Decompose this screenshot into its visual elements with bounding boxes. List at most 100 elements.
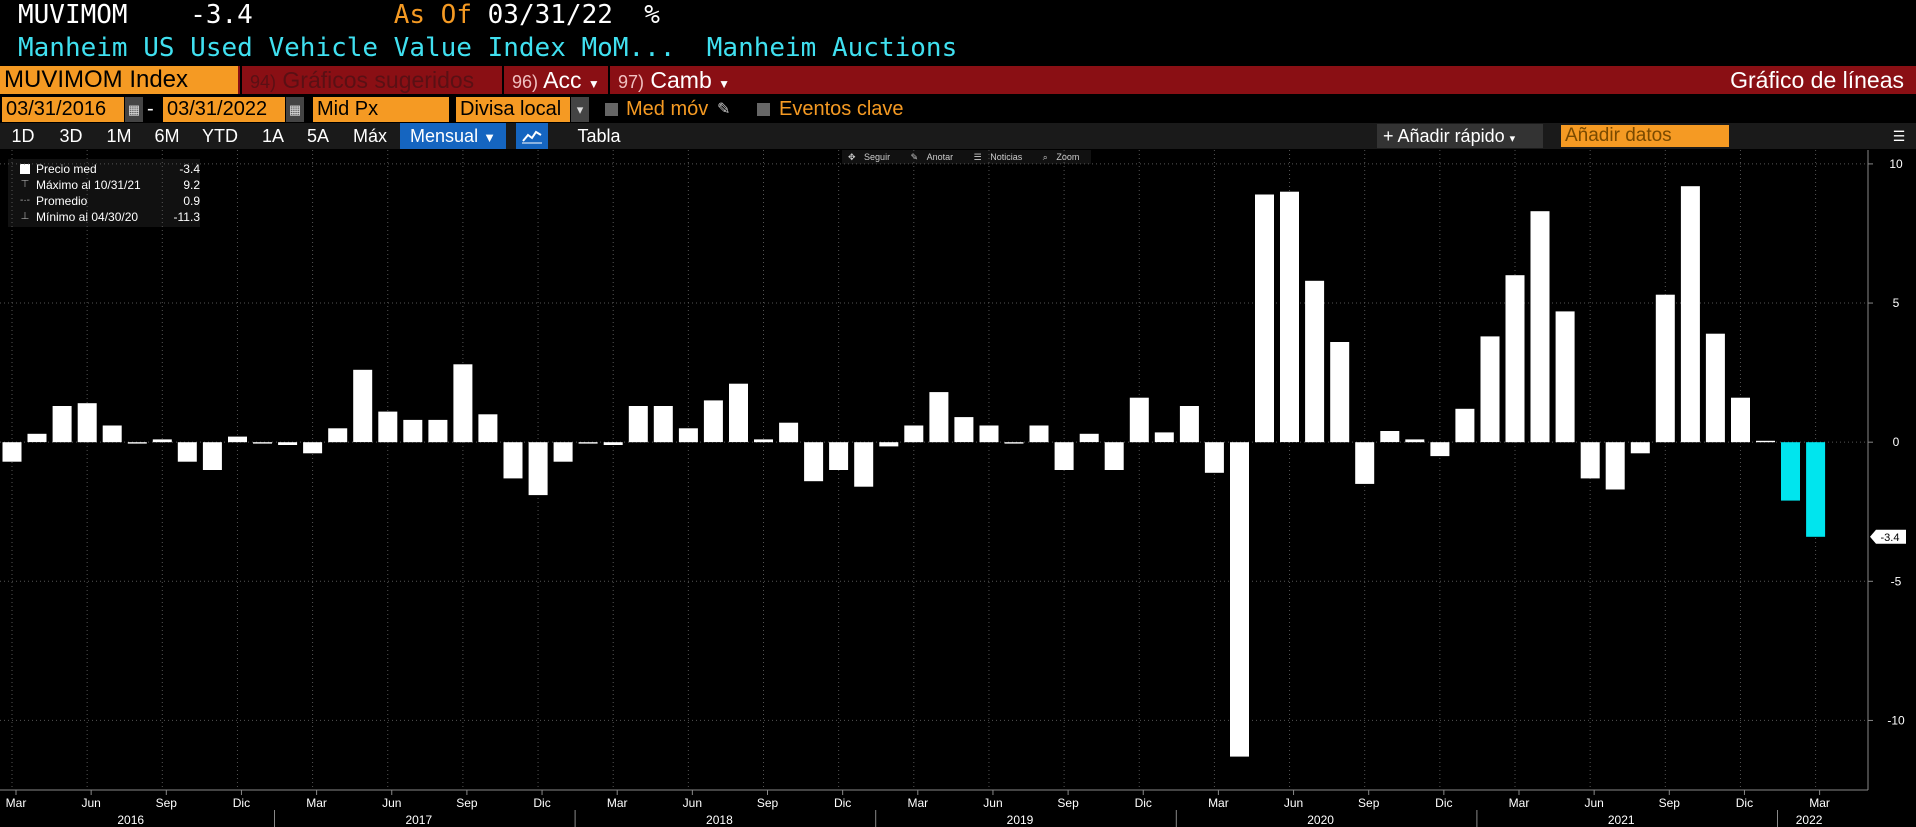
chart-bar: [202, 442, 222, 470]
end-date-field[interactable]: 03/31/2022: [163, 97, 285, 122]
chart-bar: [1355, 442, 1375, 484]
chart-bar: [52, 406, 72, 443]
period-3d[interactable]: 3D: [59, 126, 83, 146]
chevron-down-icon: ▼: [587, 77, 600, 91]
index-description[interactable]: Manheim US Used Vehicle Value Index MoM.…: [18, 33, 676, 63]
x-tick-label: Sep: [1659, 796, 1681, 810]
add-data-input[interactable]: Añadir datos: [1561, 125, 1729, 147]
period-max[interactable]: Máx: [352, 126, 387, 146]
chart-bar: [553, 442, 573, 462]
legend-row-price[interactable]: Precio med -3.4: [8, 161, 200, 177]
period-1m[interactable]: 1M: [106, 126, 132, 146]
calendar-icon[interactable]: ▦: [286, 97, 304, 122]
legend-row-average: -·- Promedio 0.9: [20, 194, 200, 208]
settings-dropdown-icon[interactable]: ☰: [1892, 128, 1906, 144]
chart-bar: [1280, 191, 1299, 443]
news-tool[interactable]: ☰ Noticias: [973, 152, 1023, 162]
chart-bar: [1455, 408, 1475, 443]
year-label: 2022: [1796, 813, 1823, 827]
table-button[interactable]: Tabla: [577, 126, 621, 146]
x-tick-label: Jun: [81, 796, 100, 810]
chart-bar: [1655, 294, 1675, 443]
follow-tool[interactable]: ✥ Seguir: [848, 152, 891, 162]
chart-bar: [1104, 442, 1124, 470]
y-tick-label: 0: [1893, 435, 1900, 449]
period-1d[interactable]: 1D: [11, 126, 35, 146]
chart-bar: [1505, 275, 1525, 443]
period-ytd[interactable]: YTD: [202, 126, 238, 146]
chart-bar: [403, 419, 423, 443]
chart-bar: [1480, 336, 1500, 443]
chart-bar: [152, 439, 172, 443]
x-tick-label: Dic: [834, 796, 851, 810]
currency-select[interactable]: Divisa local: [456, 97, 570, 122]
y-tick-label: -10: [1887, 713, 1905, 727]
chart-bar: [2, 442, 22, 462]
year-label: 2021: [1608, 813, 1635, 827]
index-source[interactable]: Manheim Auctions: [706, 33, 958, 63]
chart-bar: [1255, 194, 1274, 443]
period-1a[interactable]: 1A: [261, 126, 285, 146]
chart-bar: [1580, 442, 1600, 479]
chart-bar: [528, 442, 548, 496]
moving-average-checkbox[interactable]: [605, 103, 618, 116]
period-6m[interactable]: 6M: [154, 126, 180, 146]
plus-icon: +: [1383, 126, 1394, 146]
start-date-field[interactable]: 03/31/2016: [2, 97, 124, 122]
chart-bar: [1630, 442, 1650, 454]
x-axis: Mar Jun Sep Dic Mar Jun Sep Dic Mar Jun Sep Dic Mar J…: [0, 789, 1868, 827]
chevron-down-icon: ▼: [718, 77, 731, 91]
chart-bar: [703, 400, 723, 443]
chart-bar: [1204, 442, 1224, 473]
zoom-tool[interactable]: ⌕ Zoom: [1042, 152, 1080, 162]
chevron-down-icon[interactable]: ▾: [571, 97, 589, 122]
suggested-charts-menu[interactable]: 94) Gráficos sugeridos: [240, 66, 498, 94]
chart-bar: [478, 414, 498, 443]
x-tick-label: Mar: [1809, 796, 1830, 810]
chart-bar: [353, 369, 373, 443]
chart-bar: [27, 433, 47, 443]
chart-tools: ✥ Seguir ✎ Anotar ☰ Noticias ⌕ Zoom: [842, 150, 1092, 164]
function-bar: [0, 66, 1916, 94]
x-tick-label: Sep: [1057, 796, 1079, 810]
chart-type-label[interactable]: Gráfico de líneas: [1730, 67, 1904, 93]
x-tick-label: Sep: [1358, 796, 1380, 810]
chart-bar: [1605, 442, 1625, 490]
x-tick-label: Jun: [683, 796, 702, 810]
chart-bar: [979, 425, 999, 443]
last-value-tag: [1870, 529, 1906, 544]
x-tick-label: Dic: [533, 796, 550, 810]
x-tick-label: Jun: [382, 796, 401, 810]
x-tick-label: Mar: [1509, 796, 1530, 810]
chart-bar: [177, 442, 197, 462]
change-menu[interactable]: 97) Camb ▼: [608, 66, 742, 94]
period-5a[interactable]: 5A: [306, 126, 330, 146]
quick-add-button[interactable]: + Añadir rápido ▾: [1377, 124, 1543, 148]
chart-bar: [1731, 397, 1750, 443]
chevron-down-icon: ▾: [1509, 133, 1516, 145]
chart-bar: [653, 406, 673, 443]
price-field-select[interactable]: Mid Px: [313, 97, 449, 122]
x-tick-label: Dic: [1135, 796, 1152, 810]
security-field[interactable]: MUVIMOM Index: [0, 66, 238, 94]
as-of-date: 03/31/22: [487, 0, 613, 30]
calendar-icon[interactable]: ▦: [125, 97, 143, 122]
annotate-tool[interactable]: ✎ Anotar: [910, 152, 954, 162]
chart-bar: [1230, 442, 1249, 757]
actions-menu[interactable]: 96) Acc ▼: [502, 66, 604, 94]
chart-bar: [578, 442, 598, 444]
legend-row-max: ⊤ Máximo al 10/31/21 9.2: [20, 178, 200, 192]
pencil-icon[interactable]: ✎: [717, 101, 731, 118]
y-tick-label: 10: [1889, 157, 1903, 171]
key-events-checkbox[interactable]: [757, 103, 770, 116]
line-chart-icon[interactable]: [516, 123, 548, 149]
year-label: 2017: [405, 813, 432, 827]
x-tick-label: Mar: [6, 796, 27, 810]
chart-bar: [1430, 442, 1450, 457]
chart-bar: [1555, 311, 1575, 443]
frequency-select[interactable]: Mensual ▼: [400, 123, 506, 149]
year-label: 2019: [1007, 813, 1034, 827]
chart-bar: [303, 442, 323, 454]
x-tick-label: Jun: [1584, 796, 1603, 810]
